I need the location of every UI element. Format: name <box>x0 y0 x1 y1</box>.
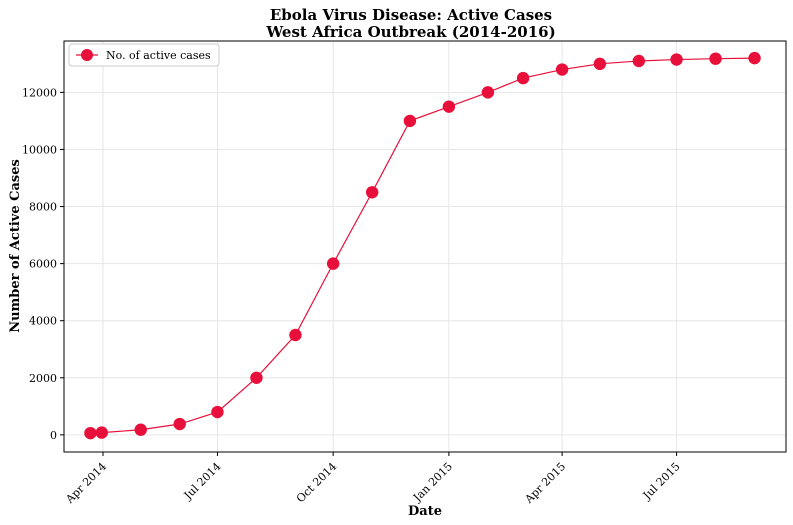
x-axis: Apr 2014 Jul 2014 Oct 2014 Jan 2015 Apr 2015… <box>63 452 683 506</box>
x-tick-label: Apr 2015 <box>522 460 568 506</box>
data-point <box>442 100 456 113</box>
data-point <box>403 114 417 128</box>
grid <box>64 41 786 452</box>
y-tick-label: 10000 <box>22 143 57 156</box>
data-point <box>748 51 761 65</box>
y-tick-label: 2000 <box>29 372 57 385</box>
data-point <box>326 257 340 270</box>
data-point <box>365 186 379 199</box>
series-layer <box>84 51 761 440</box>
legend-label: No. of active cases <box>106 49 211 62</box>
y-tick-label: 4000 <box>29 315 57 328</box>
legend-marker <box>81 49 93 61</box>
chart-subtitle: West Africa Outbreak (2014-2016) <box>265 23 555 41</box>
data-point <box>516 71 530 85</box>
legend-box <box>68 43 220 67</box>
y-tick-label: 12000 <box>22 86 57 99</box>
x-tick-label: Jul 2015 <box>640 460 683 503</box>
data-point <box>709 52 722 65</box>
data-point <box>289 328 302 342</box>
x-tick-label: Apr 2014 <box>63 460 109 506</box>
data-point <box>95 426 108 439</box>
data-point <box>670 53 683 66</box>
legend: No. of active cases <box>68 43 220 67</box>
chart-title: Ebola Virus Disease: Active Cases <box>270 6 552 24</box>
data-point <box>173 417 186 431</box>
data-point <box>555 63 569 76</box>
data-point <box>250 371 263 384</box>
data-point <box>211 405 224 419</box>
x-axis-label: Date <box>408 504 442 519</box>
y-axis: 0 2000 4000 6000 8000 10000 12000 <box>22 86 64 442</box>
data-point <box>481 86 495 99</box>
data-point <box>84 426 97 440</box>
y-tick-label: 6000 <box>29 258 57 271</box>
x-tick-label: Jan 2015 <box>410 460 455 505</box>
data-point <box>593 57 607 71</box>
data-point <box>134 423 147 436</box>
y-tick-label: 8000 <box>29 201 57 214</box>
plot-frame <box>63 40 787 453</box>
series-line <box>90 57 755 434</box>
y-axis-label: Number of Active Cases <box>8 159 23 333</box>
y-tick-label: 0 <box>50 429 57 442</box>
x-tick-label: Oct 2014 <box>294 460 339 505</box>
x-tick-label: Jul 2014 <box>181 460 224 503</box>
data-point <box>632 54 646 68</box>
